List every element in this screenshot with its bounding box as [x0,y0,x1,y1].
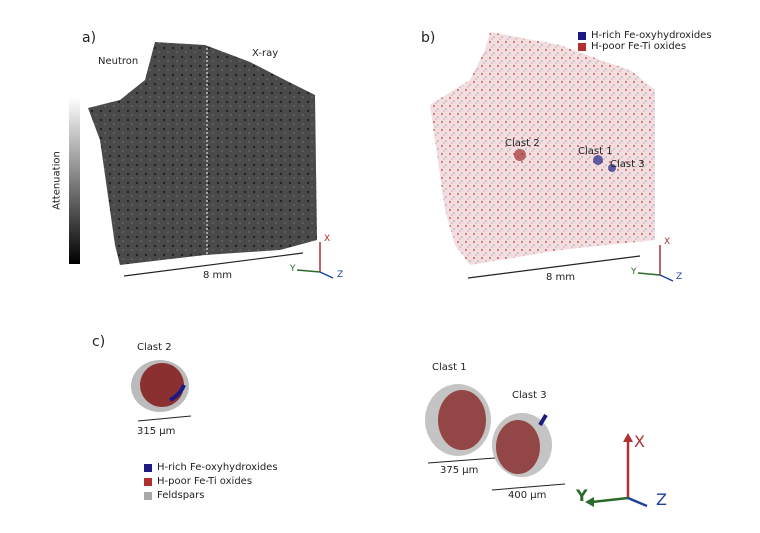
swatch [144,463,152,472]
legend-label: Feldspars [157,490,205,501]
legend-label: H-poor Fe-Ti oxides [591,41,687,52]
neutron-label: Neutron [98,56,139,67]
clast-1-label-b: Clast 1 [578,146,613,157]
legend-item-c-h-rich: H-rich Fe-oxyhydroxides [144,462,278,473]
mineral-phase-map [430,32,655,265]
xray-label: X-ray [252,48,279,59]
legend-label: H-poor Fe-Ti oxides [157,476,253,487]
panel-c-label: c) [92,334,106,350]
clast-1-render [425,384,491,456]
axis-z-label-a: Z [337,270,344,280]
attenuation-colorbar [69,97,80,264]
scale-bar-b [467,255,641,279]
scale-bar-a [123,252,304,277]
scale-label-a: 8 mm [203,270,233,281]
clast-1-scale: 375 µm [440,465,479,476]
clast-2-render [131,360,189,412]
panel-a-label: a) [82,30,97,46]
swatch [144,477,152,486]
axis-z-label-b: Z [676,272,683,282]
clast-2-label-b: Clast 2 [505,138,540,149]
scale-bar-clast-2 [137,415,192,422]
neutron-xray-tomogram [88,42,317,265]
clast-2-scale: 315 µm [137,426,176,437]
scale-label-b: 8 mm [546,272,576,283]
axis-z-label-c: Z [656,490,667,509]
panel-b-label: b) [421,30,436,46]
legend-item-b-h-poor: H-poor Fe-Ti oxides [578,41,686,52]
swatch [578,42,586,51]
legend-item-c-h-poor: H-poor Fe-Ti oxides [144,476,252,487]
scale-bar-clast-3 [491,483,566,491]
axis-x-label-b: X [664,237,671,247]
clast-3-scale: 400 µm [508,490,547,501]
axes-triad-b [637,245,674,282]
axis-x-label-a: X [324,234,331,244]
clast-1-label-c: Clast 1 [432,362,467,373]
colorbar-label: Attenuation [51,151,63,210]
axis-y-label-a: Y [290,264,296,274]
swatch [144,491,152,500]
clast-3-render [492,413,552,477]
clast-2-label-c: Clast 2 [137,342,172,353]
legend-item-b-h-rich: H-rich Fe-oxyhydroxides [578,30,712,41]
legend-label: H-rich Fe-oxyhydroxides [591,30,712,41]
swatch [578,31,586,40]
axis-x-label-c: X [634,432,645,451]
clast-3-label-b: Clast 3 [610,159,645,170]
legend-label: H-rich Fe-oxyhydroxides [157,462,278,473]
scale-bar-clast-1 [427,457,496,464]
axis-y-label-c: Y [576,486,588,505]
clast-3-label-c: Clast 3 [512,390,547,401]
axes-triad-a [296,242,334,279]
axis-y-label-b: Y [631,267,637,277]
legend-item-c-feldspars: Feldspars [144,490,205,501]
axes-triad-c [585,433,648,508]
